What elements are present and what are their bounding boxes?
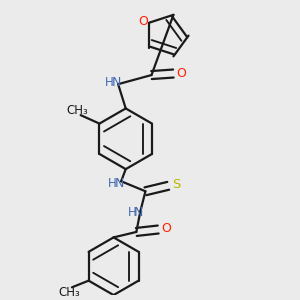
Text: O: O (177, 67, 187, 80)
Text: N: N (112, 76, 121, 89)
Text: CH₃: CH₃ (58, 286, 80, 299)
Text: H: H (105, 76, 114, 89)
Text: N: N (134, 206, 143, 219)
Text: O: O (161, 222, 171, 236)
Text: O: O (139, 15, 148, 28)
Text: H: H (128, 206, 136, 219)
Text: S: S (172, 178, 181, 191)
Text: H: H (108, 177, 117, 190)
Text: N: N (115, 177, 124, 190)
Text: CH₃: CH₃ (67, 104, 88, 117)
